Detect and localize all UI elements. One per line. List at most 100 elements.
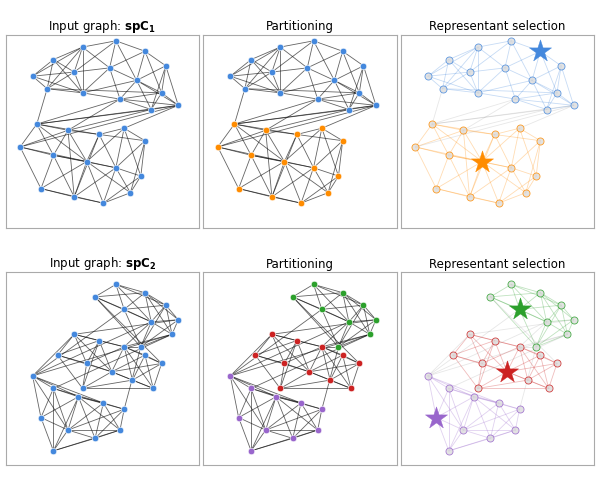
Point <box>338 288 347 296</box>
Point <box>323 188 333 196</box>
Point <box>275 384 285 392</box>
Point <box>98 399 108 407</box>
Point <box>536 47 545 55</box>
Point <box>157 89 166 97</box>
Point <box>136 172 146 180</box>
Point <box>500 64 510 72</box>
Point <box>267 193 277 201</box>
Point <box>213 143 223 151</box>
Point <box>338 351 347 359</box>
Point <box>552 89 562 97</box>
Point <box>556 62 566 70</box>
Point <box>427 120 437 128</box>
Point <box>355 360 364 368</box>
Point <box>344 106 353 114</box>
Point <box>502 368 512 376</box>
Point <box>247 447 256 455</box>
Point <box>280 158 289 166</box>
Point <box>365 330 374 338</box>
Point <box>371 102 381 110</box>
Point <box>261 426 271 434</box>
Point <box>473 43 483 51</box>
Point <box>329 76 339 84</box>
Point <box>359 62 368 70</box>
Point <box>250 351 260 359</box>
Point <box>309 37 319 45</box>
Point <box>267 330 277 338</box>
Point <box>536 351 545 359</box>
Point <box>536 47 545 55</box>
Point <box>458 426 468 434</box>
Point <box>465 68 475 76</box>
Point <box>438 84 448 92</box>
Point <box>515 306 524 314</box>
Point <box>473 384 483 392</box>
Point <box>532 172 541 180</box>
Point <box>74 392 83 400</box>
Point <box>423 372 433 380</box>
Point <box>431 414 441 422</box>
Point <box>63 426 73 434</box>
Point <box>371 316 381 324</box>
Point <box>465 193 475 201</box>
Point <box>94 130 104 138</box>
Point <box>226 372 235 380</box>
Point <box>355 89 364 97</box>
Point <box>70 193 79 201</box>
Point <box>552 360 562 368</box>
Point <box>511 426 520 434</box>
Point <box>247 384 256 392</box>
Point <box>521 188 530 196</box>
Point <box>334 343 343 351</box>
Point <box>515 306 524 314</box>
Point <box>444 384 454 392</box>
Point <box>288 434 298 442</box>
Point <box>36 184 46 192</box>
Point <box>515 124 524 132</box>
Point <box>115 95 125 103</box>
Point <box>49 384 58 392</box>
Point <box>28 372 37 380</box>
Point <box>240 84 250 92</box>
Point <box>458 126 468 134</box>
Point <box>473 89 483 97</box>
Point <box>544 384 553 392</box>
Point <box>317 306 326 314</box>
Point <box>359 301 368 309</box>
Point <box>569 316 578 324</box>
Point <box>234 184 244 192</box>
Point <box>140 351 150 359</box>
Point <box>140 136 150 144</box>
Point <box>267 68 277 76</box>
Title: Partitioning: Partitioning <box>266 258 334 270</box>
Point <box>469 392 479 400</box>
Point <box>569 102 578 110</box>
Point <box>494 199 503 207</box>
Point <box>107 368 116 376</box>
Point <box>119 124 129 132</box>
Point <box>506 164 516 172</box>
Point <box>94 336 104 344</box>
Point <box>477 360 487 368</box>
Point <box>423 72 433 80</box>
Point <box>28 72 37 80</box>
Point <box>49 447 58 455</box>
Point <box>43 84 52 92</box>
Point <box>506 280 516 288</box>
Point <box>506 37 516 45</box>
Point <box>346 384 356 392</box>
Point <box>302 64 312 72</box>
Point <box>536 288 545 296</box>
Point <box>536 136 545 144</box>
Point <box>157 360 166 368</box>
Point <box>317 343 326 351</box>
Point <box>247 152 256 160</box>
Point <box>226 72 235 80</box>
Point <box>78 43 88 51</box>
Point <box>444 447 454 455</box>
Point <box>515 343 524 351</box>
Point <box>532 343 541 351</box>
Point <box>275 43 285 51</box>
Point <box>82 158 92 166</box>
Point <box>105 64 115 72</box>
